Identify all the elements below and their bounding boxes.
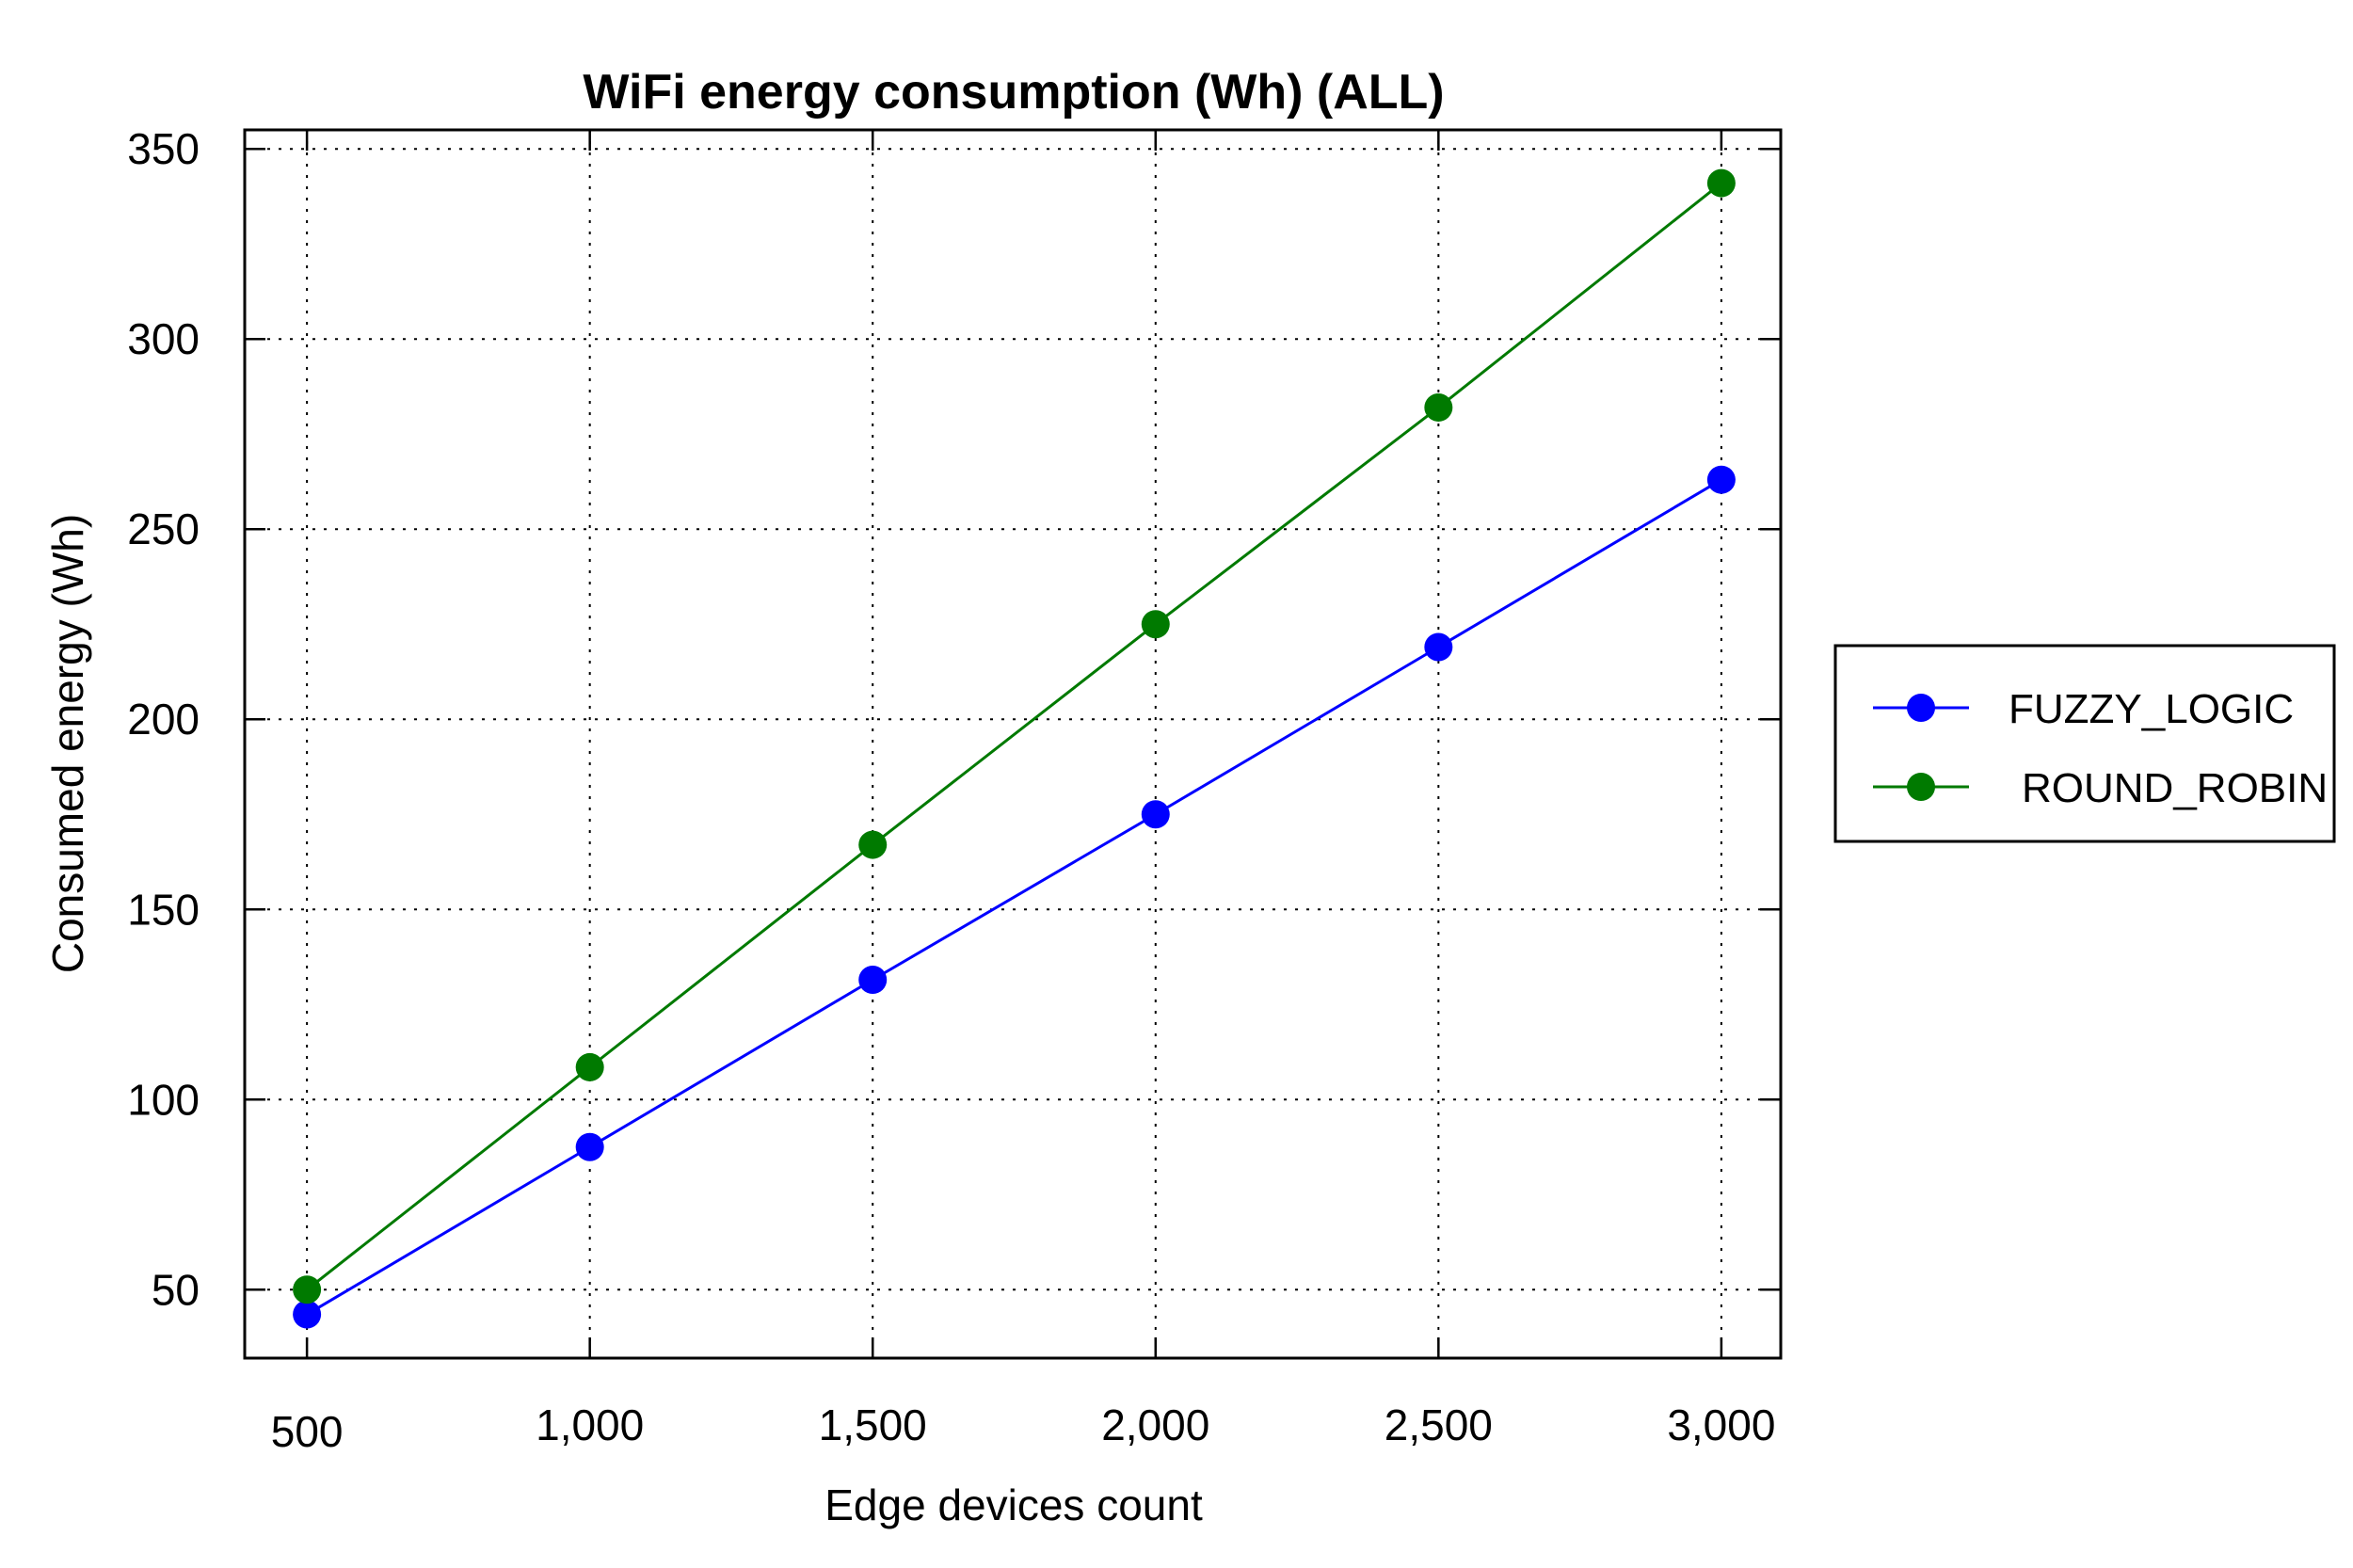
y-tick-label: 350 [127,124,200,173]
series-line [306,478,1722,1316]
x-tick-label: 1,500 [819,1400,927,1449]
y-tick-label: 200 [127,695,200,744]
x-tick-label: 500 [271,1407,344,1456]
series-line [306,182,1722,1291]
legend-label: FUZZY_LOGIC [2009,686,2294,732]
series-layer [293,168,1736,1329]
y-tick-label: 300 [127,314,200,363]
legend-item: FUZZY_LOGIC [1873,686,2294,732]
grid-layer [245,130,1781,1358]
chart-title: WiFi energy consumption (Wh) (ALL) [583,65,1444,120]
y-axis-label: Consumed energy (Wh) [43,514,92,973]
plot-frame [243,128,1783,1360]
data-point [1424,632,1453,662]
data-point [1706,168,1736,198]
y-tick-label: 150 [127,885,200,934]
y-tick-label: 100 [127,1075,200,1124]
data-point [858,965,888,994]
legend-item: ROUND_ROBIN [1873,765,2328,811]
x-tick-label: 2,000 [1101,1400,1209,1449]
data-point [1706,465,1736,494]
y-tick-label: 50 [152,1265,200,1314]
data-point [1141,610,1170,639]
data-point [575,1052,604,1081]
legend-box [1833,644,2336,843]
legend-label: ROUND_ROBIN [2022,765,2328,811]
data-point [1141,800,1170,829]
data-point [293,1275,322,1304]
series-fuzzy-logic [293,465,1736,1329]
legend: FUZZY_LOGIC ROUND_ROBIN [1833,644,2336,843]
data-point [293,1300,322,1329]
x-axis-label: Edge devices count [824,1480,1203,1529]
tick-layer: 500 1,000 1,500 2,000 2,500 3,000 50 100 150 200 2… [127,124,1781,1456]
series-round-robin [293,168,1736,1304]
data-point [575,1132,604,1161]
data-point [858,830,888,859]
legend-marker [1907,694,1935,722]
x-tick-label: 2,500 [1385,1400,1493,1449]
y-tick-label: 250 [127,504,200,553]
x-tick-label: 3,000 [1667,1400,1775,1449]
legend-marker [1907,773,1935,801]
x-tick-label: 1,000 [536,1400,644,1449]
data-point [1424,392,1453,422]
